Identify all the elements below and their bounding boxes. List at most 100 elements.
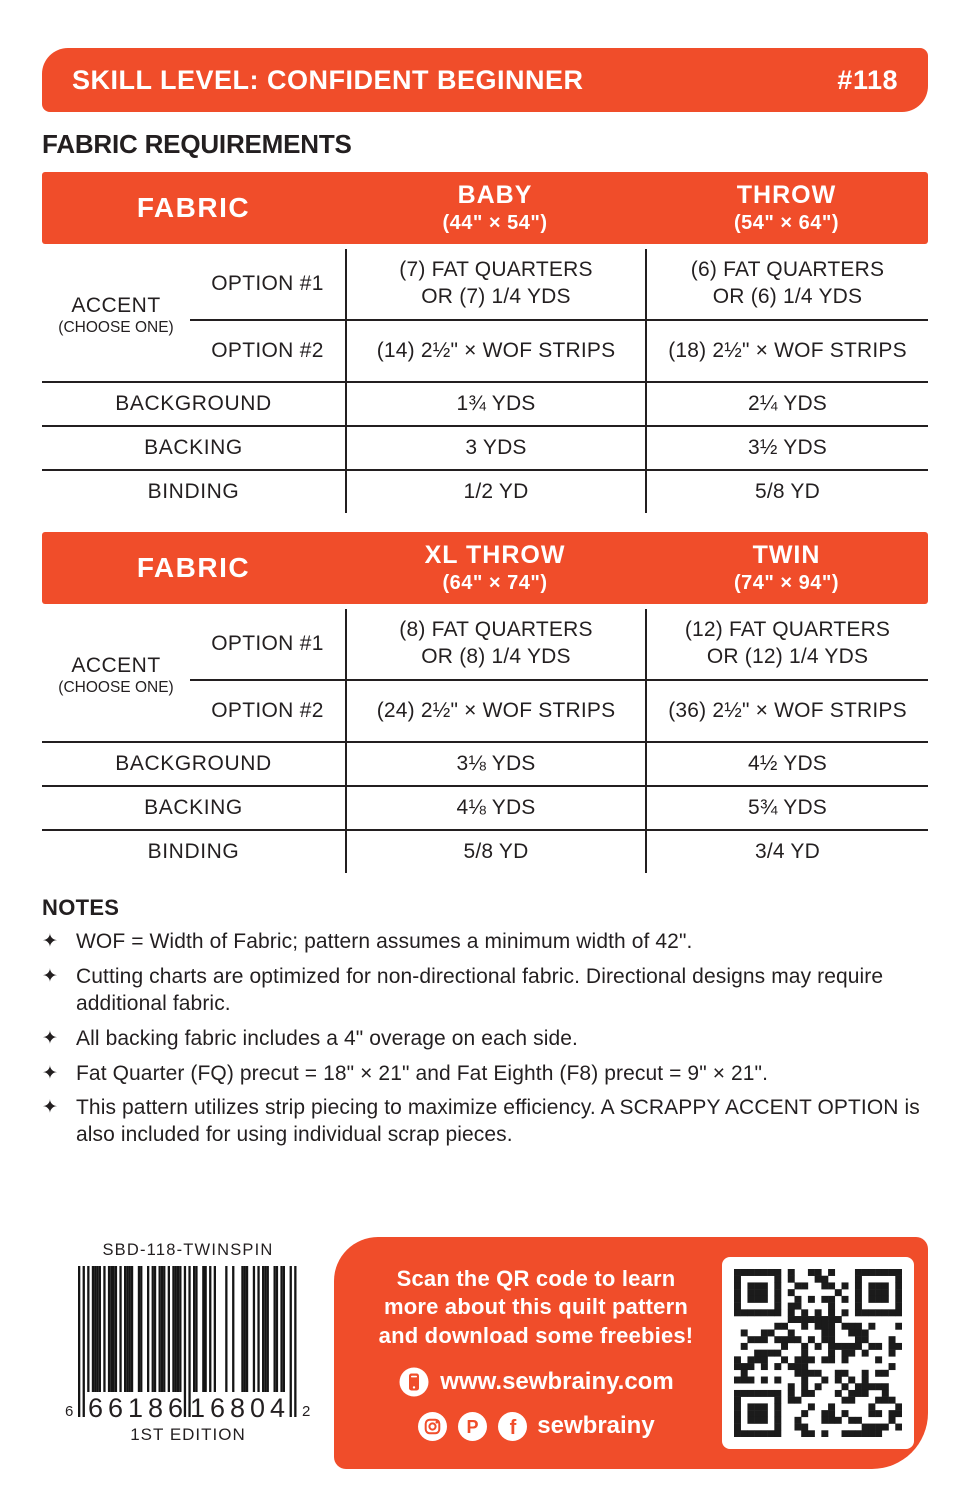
sku-code: SBD-118-TWINSPIN	[102, 1241, 274, 1260]
footer: SBD-118-TWINSPIN 6 66186 16804 2 1ST EDI…	[42, 1237, 928, 1470]
table-body: ACCENT (CHOOSE ONE) OPTION #1 (7) FAT QUART…	[42, 249, 928, 513]
column-header-throw: THROW (54" × 64")	[645, 172, 928, 244]
size-name: BABY	[457, 181, 533, 209]
accent-name: ACCENT	[71, 293, 161, 317]
sparkle-bullet-icon: ✦	[42, 1062, 58, 1084]
accent-sublabel: (CHOOSE ONE)	[58, 318, 174, 336]
table-header: FABRIC BABY (44" × 54") THROW (54" × 64")	[42, 172, 928, 244]
note-text: Fat Quarter (FQ) precut = 18" × 21" and …	[76, 1061, 769, 1085]
fabric-amount-cell: 3⅛ YDS	[345, 743, 645, 785]
promo-text: Scan the QR code to learn more about this…	[362, 1265, 710, 1442]
fabric-amount-cell: 4½ YDS	[645, 743, 928, 785]
column-header-fabric: FABRIC	[136, 192, 251, 223]
accent-option-rows: OPTION #1 (8) FAT QUARTERS OR (8) 1/4 YDS…	[190, 609, 928, 741]
skill-level-label: SKILL LEVEL: CONFIDENT BEGINNER	[72, 64, 584, 95]
accent-sublabel: (CHOOSE ONE)	[58, 678, 174, 696]
option-label: OPTION #1	[211, 632, 324, 655]
size-name: TWIN	[752, 541, 821, 569]
fabric-amount-cell: 1¾ YDS	[345, 383, 645, 425]
table-body: ACCENT (CHOOSE ONE) OPTION #1 (8) FAT QUART…	[42, 609, 928, 873]
table-header: FABRIC XL THROW (64" × 74") TWIN (74" × 94")	[42, 532, 928, 604]
instagram-icon	[418, 1411, 448, 1441]
social-handle: sewbrainy	[537, 1412, 655, 1440]
page-title: FABRIC REQUIREMENTS	[42, 129, 352, 159]
fabric-tables-container: FABRIC BABY (44" × 54") THROW (54" × 64") ACC…	[0, 172, 970, 873]
note-text: WOF = Width of Fabric; pattern assumes a…	[76, 930, 693, 953]
note-item: ✦ All backing fabric includes a 4" overag…	[42, 1026, 928, 1053]
fabric-row: BACKING 4⅛ YDS 5¾ YDS	[42, 785, 928, 829]
fabric-amount-cell: 4⅛ YDS	[345, 787, 645, 829]
barcode-block: SBD-118-TWINSPIN 6 66186 16804 2 1ST EDI…	[42, 1237, 334, 1469]
promo-message: Scan the QR code to learn more about this…	[362, 1265, 710, 1351]
notes-title: NOTES	[42, 895, 120, 920]
accent-option-rows: OPTION #1 (7) FAT QUARTERS OR (7) 1/4 YDS…	[190, 249, 928, 381]
option-label: OPTION #1	[211, 272, 324, 295]
skill-level-banner: SKILL LEVEL: CONFIDENT BEGINNER #118	[42, 48, 928, 112]
note-text: Cutting charts are optimized for non-dir…	[76, 964, 884, 1015]
fabric-amount-cell: 1/2 YD	[345, 471, 645, 513]
fabric-amount-cell: 3 YDS	[345, 427, 645, 469]
fabric-amount-cell: (7) FAT QUARTERS OR (7) 1/4 YDS	[345, 249, 645, 319]
pinterest-icon: P	[458, 1411, 488, 1441]
social-row: P f sewbrainy	[362, 1411, 710, 1442]
fabric-row-label: BACKING	[144, 796, 243, 819]
size-dimensions: (44" × 54")	[442, 212, 548, 234]
fabric-row: BACKING 3 YDS 3½ YDS	[42, 425, 928, 469]
sparkle-bullet-icon: ✦	[42, 1027, 58, 1049]
svg-text:f: f	[510, 1417, 517, 1439]
fabric-amount-cell: (8) FAT QUARTERS OR (8) 1/4 YDS	[345, 609, 645, 679]
note-text: All backing fabric includes a 4" overage…	[76, 1026, 578, 1050]
fabric-amount-cell: (12) FAT QUARTERS OR (12) 1/4 YDS	[645, 609, 928, 679]
note-item: ✦ This pattern utilizes strip piecing to …	[42, 1095, 928, 1149]
size-name: XL THROW	[424, 541, 566, 569]
barcode-digit-left: 6	[65, 1403, 73, 1420]
promo-message-line: Scan the QR code to learn	[396, 1265, 676, 1291]
fabric-amount-cell: (36) 2½" × WOF STRIPS	[645, 681, 928, 741]
website-url: www.sewbrainy.com	[440, 1367, 674, 1395]
edition-label: 1ST EDITION	[130, 1425, 246, 1445]
note-text: This pattern utilizes strip piecing to m…	[76, 1096, 920, 1147]
fabric-amount-cell: (6) FAT QUARTERS OR (6) 1/4 YDS	[645, 249, 928, 319]
fabric-row-label: BACKING	[144, 436, 243, 459]
barcode-digits-group1: 66186	[88, 1393, 188, 1420]
fabric-amount-cell: 5/8 YD	[645, 471, 928, 513]
fabric-amount-cell: 3/4 YD	[645, 831, 928, 873]
sparkle-bullet-icon: ✦	[42, 965, 58, 987]
fabric-amount-cell: (24) 2½" × WOF STRIPS	[345, 681, 645, 741]
column-header-twin: TWIN (74" × 94")	[645, 532, 928, 604]
size-dimensions: (54" × 64")	[733, 212, 840, 234]
size-name: THROW	[736, 181, 837, 209]
fabric-amount-cell: 5/8 YD	[345, 831, 645, 873]
size-dimensions: (74" × 94")	[733, 572, 840, 594]
accent-section: ACCENT (CHOOSE ONE) OPTION #1 (8) FAT QUART…	[42, 609, 928, 741]
option-label: OPTION #2	[211, 699, 324, 722]
promo-box: Scan the QR code to learn more about this…	[334, 1237, 928, 1470]
pattern-number: #118	[837, 64, 898, 95]
barcode-digit-right: 2	[302, 1403, 310, 1420]
accent-row-label: ACCENT (CHOOSE ONE)	[42, 249, 190, 381]
fabric-row-label: BINDING	[147, 480, 240, 503]
sparkle-bullet-icon: ✦	[42, 931, 58, 952]
fabric-table-1: FABRIC BABY (44" × 54") THROW (54" × 64") ACC…	[42, 172, 928, 513]
promo-message-line: and download some freebies!	[378, 1322, 694, 1348]
accent-row-label: ACCENT (CHOOSE ONE)	[42, 609, 190, 741]
option-label: OPTION #2	[211, 339, 324, 362]
fabric-row: BINDING 1/2 YD 5/8 YD	[42, 469, 928, 513]
qr-code-box	[722, 1257, 914, 1450]
fabric-row: BINDING 5/8 YD 3/4 YD	[42, 829, 928, 873]
fabric-amount-cell: (18) 2½" × WOF STRIPS	[645, 321, 928, 381]
accent-option-row: OPTION #2 (24) 2½" × WOF STRIPS (36) 2½" ×…	[190, 681, 928, 741]
notes-section: NOTES ✦ WOF = Width of Fabric; pattern as…	[42, 895, 928, 1149]
size-dimensions: (64" × 74")	[442, 572, 548, 594]
fabric-row-label: BACKGROUND	[115, 752, 272, 775]
svg-text:P: P	[467, 1417, 479, 1437]
fabric-amount-cell: (14) 2½" × WOF STRIPS	[345, 321, 645, 381]
column-header-xl-throw: XL THROW (64" × 74")	[345, 532, 645, 604]
sparkle-bullet-icon: ✦	[42, 1097, 58, 1119]
fabric-row-label: BACKGROUND	[115, 392, 272, 415]
qr-code	[734, 1269, 902, 1438]
fabric-amount-cell: 3½ YDS	[645, 427, 928, 469]
phone-icon	[399, 1367, 429, 1397]
fabric-table-2: FABRIC XL THROW (64" × 74") TWIN (74" × 94")…	[42, 532, 928, 873]
